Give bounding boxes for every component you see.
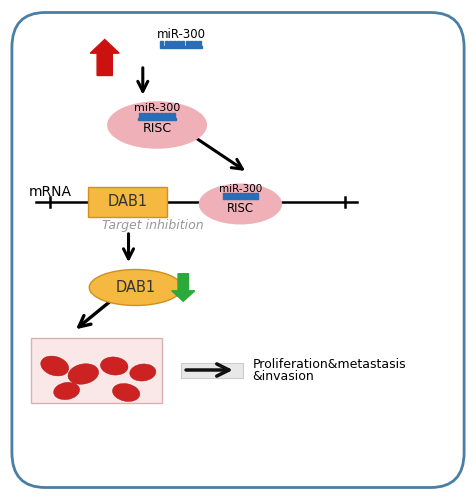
Ellipse shape (54, 382, 79, 400)
Bar (151, 113, 154, 117)
Bar (164, 113, 167, 117)
Text: DAB1: DAB1 (116, 280, 156, 295)
FancyBboxPatch shape (12, 12, 464, 488)
FancyBboxPatch shape (31, 338, 162, 402)
Ellipse shape (130, 364, 156, 381)
Text: DAB1: DAB1 (108, 194, 148, 209)
Bar (247, 193, 250, 197)
Bar (156, 113, 159, 117)
Bar (147, 113, 150, 117)
Bar (139, 113, 141, 117)
Bar (255, 193, 258, 197)
Bar (239, 193, 242, 197)
Bar (181, 40, 184, 46)
Bar (198, 40, 201, 46)
Text: RISC: RISC (227, 202, 254, 215)
Bar (222, 197, 258, 200)
Bar (177, 40, 180, 46)
Bar (243, 193, 246, 197)
Bar (231, 193, 234, 197)
Text: miR-300: miR-300 (219, 184, 262, 194)
Bar (194, 40, 197, 46)
FancyBboxPatch shape (88, 186, 167, 216)
FancyArrow shape (172, 274, 195, 301)
Text: miR-300: miR-300 (134, 103, 180, 113)
Ellipse shape (112, 384, 140, 402)
Text: Proliferation&metastasis: Proliferation&metastasis (252, 358, 406, 370)
Text: Target inhibition: Target inhibition (102, 220, 204, 232)
Ellipse shape (41, 356, 69, 376)
Text: &invasion: &invasion (252, 370, 314, 382)
Ellipse shape (100, 357, 128, 375)
Bar (160, 113, 163, 117)
Bar (169, 40, 172, 46)
Ellipse shape (107, 101, 207, 149)
FancyArrow shape (90, 40, 119, 76)
Bar (160, 46, 202, 48)
Text: RISC: RISC (142, 122, 172, 136)
Bar (186, 40, 188, 46)
Bar (227, 193, 230, 197)
Ellipse shape (199, 184, 282, 224)
Bar (138, 118, 176, 120)
Text: miR-300: miR-300 (157, 28, 205, 42)
Bar (172, 113, 176, 117)
Text: mRNA: mRNA (29, 184, 71, 198)
Bar (223, 193, 226, 197)
Bar (190, 40, 193, 46)
Ellipse shape (89, 270, 182, 306)
Bar (168, 113, 171, 117)
Ellipse shape (68, 364, 99, 384)
Bar (143, 113, 146, 117)
Bar (165, 40, 168, 46)
FancyBboxPatch shape (181, 362, 243, 378)
Bar (251, 193, 254, 197)
Bar (235, 193, 238, 197)
Bar (160, 40, 163, 46)
Bar (173, 40, 176, 46)
